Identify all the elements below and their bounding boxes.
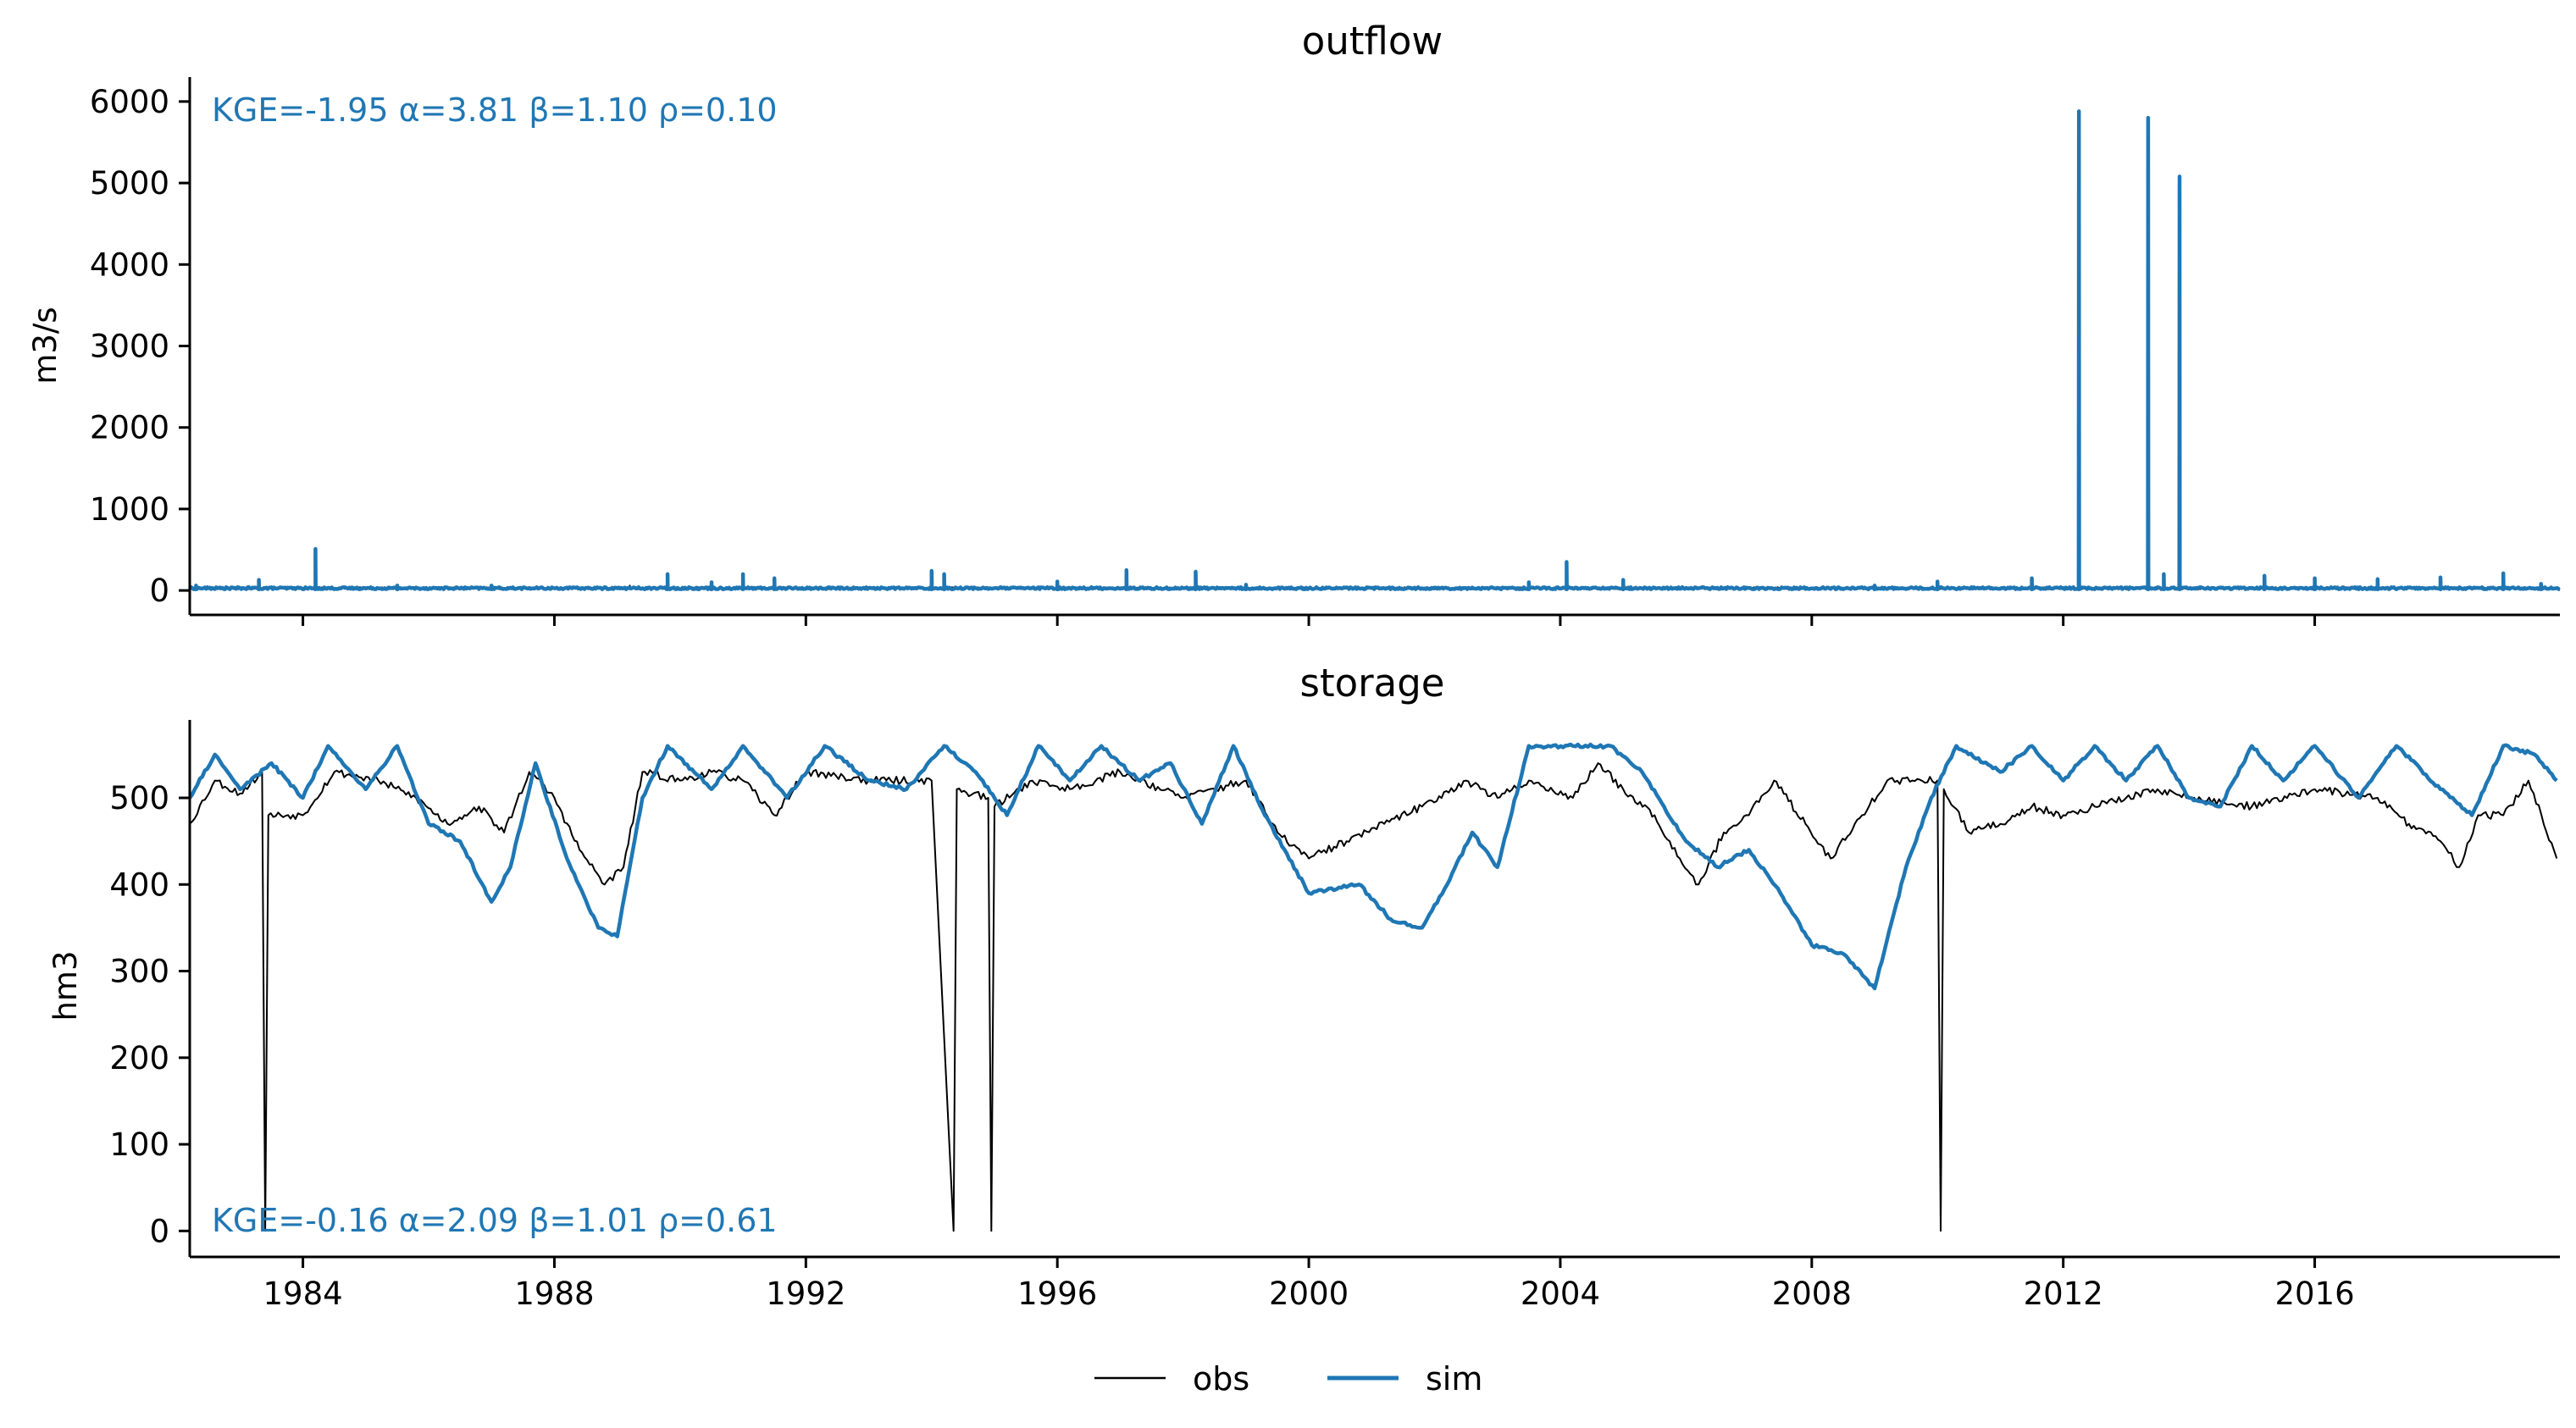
xtick-label: 1984	[263, 1276, 343, 1312]
ytick-label: 0	[149, 1213, 169, 1249]
xtick-label: 2000	[1269, 1276, 1349, 1312]
ytick-label: 0	[149, 573, 169, 609]
outflow-metrics: KGE=-1.95 α=3.81 β=1.10 ρ=0.10	[212, 91, 778, 129]
storage-ticks: 0 100 200 300 400 500 1984 1988 1992 1996 2000 2004…	[109, 780, 2354, 1312]
series-obs-line	[189, 762, 2558, 1232]
xtick-label: 2016	[2274, 1276, 2354, 1312]
storage-title: storage	[1300, 661, 1445, 706]
legend-sim-label: sim	[1426, 1360, 1482, 1398]
ytick-label: 300	[109, 954, 169, 990]
xtick-label: 1996	[1017, 1276, 1097, 1312]
outflow-series	[188, 109, 2561, 591]
ytick-label: 1000	[90, 491, 169, 528]
series-sim-line	[188, 109, 2561, 591]
xtick-label: 2012	[2024, 1276, 2103, 1312]
storage-metrics: KGE=-0.16 α=2.09 β=1.01 ρ=0.61	[212, 1202, 778, 1239]
storage-panel: storage hm3 0 100 200 300 400 500 1984 1988 1992…	[47, 661, 2560, 1312]
ytick-label: 2000	[90, 410, 169, 446]
outflow-ylabel: m3/s	[27, 307, 64, 384]
legend-obs-label: obs	[1193, 1360, 1249, 1398]
storage-ylabel: hm3	[47, 950, 84, 1021]
ytick-label: 200	[109, 1040, 169, 1077]
outflow-panel: outflow m3/s 0 1000 2000 3000 4000 5000 6000 K…	[27, 19, 2561, 626]
ytick-label: 5000	[90, 165, 169, 202]
outflow-title: outflow	[1302, 19, 1443, 64]
xtick-label: 2004	[1521, 1276, 1600, 1312]
legend: obs sim	[1094, 1360, 1482, 1398]
ytick-label: 100	[109, 1126, 169, 1163]
xtick-label: 2008	[1772, 1276, 1852, 1312]
xtick-label: 1988	[514, 1276, 594, 1312]
outflow-ticks: 0 1000 2000 3000 4000 5000 6000	[90, 84, 2317, 626]
ytick-label: 500	[109, 780, 169, 816]
ytick-label: 6000	[90, 84, 169, 120]
series-sim-line	[188, 742, 2558, 991]
storage-series	[188, 742, 2558, 1232]
xtick-label: 1992	[766, 1276, 845, 1312]
ytick-label: 3000	[90, 329, 169, 365]
ytick-label: 400	[109, 866, 169, 903]
ytick-label: 4000	[90, 246, 169, 283]
